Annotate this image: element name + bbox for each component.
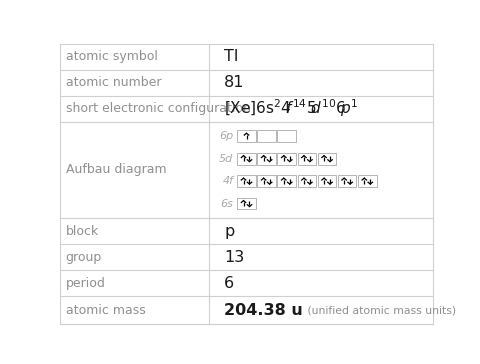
Bar xyxy=(337,175,356,187)
Bar xyxy=(237,175,255,187)
Bar xyxy=(277,175,296,187)
Bar xyxy=(257,153,276,165)
Text: (unified atomic mass units): (unified atomic mass units) xyxy=(304,305,456,315)
Bar xyxy=(277,153,296,165)
Bar xyxy=(237,198,255,209)
Text: Aufbau diagram: Aufbau diagram xyxy=(66,163,166,177)
Text: 6: 6 xyxy=(224,276,234,290)
Bar xyxy=(317,153,336,165)
Text: 6p: 6p xyxy=(219,131,233,141)
Text: 13: 13 xyxy=(224,250,244,265)
Bar xyxy=(237,130,255,142)
Text: short electronic configuration: short electronic configuration xyxy=(66,102,250,115)
Text: atomic mass: atomic mass xyxy=(66,304,145,317)
Text: 204.38 u: 204.38 u xyxy=(224,302,302,317)
Text: group: group xyxy=(66,251,102,264)
Text: p: p xyxy=(224,223,234,239)
Bar xyxy=(237,153,255,165)
Bar xyxy=(297,175,315,187)
Text: $\rm [Xe]6s^{2}4\!\!\it{f}^{14}\rm 5\!\!\it{d}^{10}\rm 6\!\!\it{p}^{1}$: $\rm [Xe]6s^{2}4\!\!\it{f}^{14}\rm 5\!\!… xyxy=(224,98,358,119)
Text: 4f: 4f xyxy=(222,176,233,186)
Bar xyxy=(257,130,276,142)
Text: atomic symbol: atomic symbol xyxy=(66,50,157,63)
Text: Tl: Tl xyxy=(224,49,238,64)
Bar xyxy=(257,175,276,187)
Text: period: period xyxy=(66,277,106,290)
Text: atomic number: atomic number xyxy=(66,76,161,89)
Text: 5d: 5d xyxy=(219,154,233,164)
Bar xyxy=(357,175,376,187)
Text: 6s: 6s xyxy=(220,199,233,209)
Text: block: block xyxy=(66,225,99,238)
Bar xyxy=(297,153,315,165)
Bar xyxy=(277,130,296,142)
Bar xyxy=(317,175,336,187)
Text: 81: 81 xyxy=(224,75,244,90)
